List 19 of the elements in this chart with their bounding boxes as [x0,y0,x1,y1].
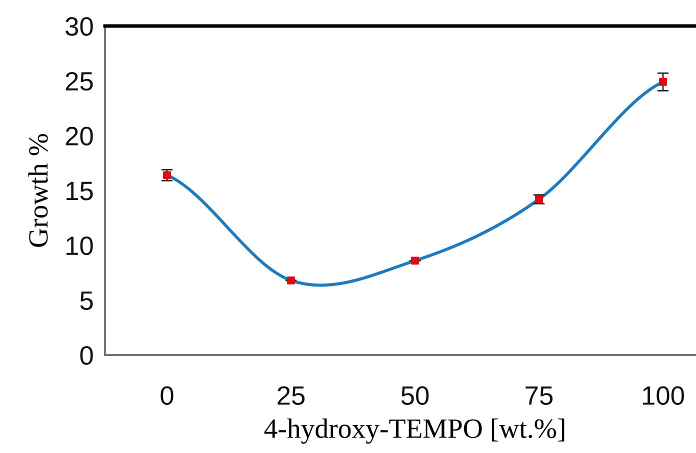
point [163,171,171,180]
point [535,195,543,204]
y-axis-title: Growth % [28,134,48,247]
x-tick-label: 50 [401,386,429,405]
x-tick-label: 75 [526,386,553,405]
point [287,276,295,284]
x-axis-title: 4-hydroxy-TEMPO [wt.%] [264,418,564,444]
y-tick-label: 10 [66,236,93,256]
y-tick-label: 0 [80,346,93,365]
point [659,78,667,86]
point [411,256,419,265]
y-tick-label: 25 [66,72,93,91]
y-tick-label: 20 [66,126,93,146]
y-tick-label: 30 [66,17,93,36]
y-tick-label: 15 [66,182,93,200]
y-tick-label: 5 [80,292,93,310]
x-tick-label: 0 [160,386,174,405]
x-tick-label: 100 [643,386,684,405]
x-tick-label: 25 [278,386,305,405]
